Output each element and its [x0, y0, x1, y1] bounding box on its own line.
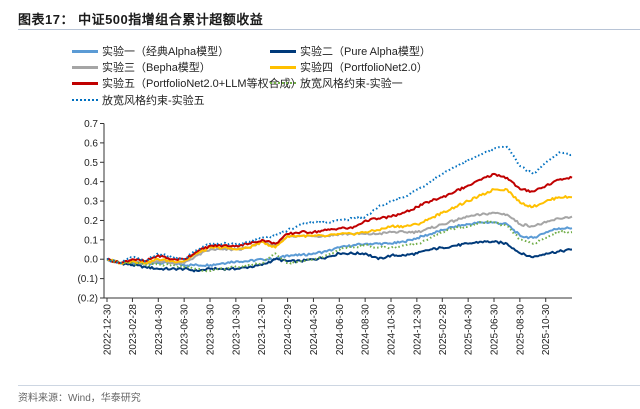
x-tick-label: 2024-04-30	[309, 304, 320, 356]
y-tick-label: 0.3	[84, 197, 98, 208]
x-tick-label: 2023-04-30	[154, 304, 165, 356]
series-line-7	[106, 145, 573, 265]
x-tick-label: 2025-08-30	[515, 304, 526, 356]
y-tick-label: 0.6	[84, 138, 98, 149]
x-tick-label: 2025-04-30	[464, 304, 475, 356]
x-tick-label: 2025-10-30	[541, 304, 552, 356]
x-tick-label: 2025-06-30	[490, 304, 501, 356]
legend-label: 实验五（PortfolioNet2.0+LLM等权合成）	[102, 78, 302, 90]
legend-item: 实验三（Bepha模型）	[72, 59, 211, 75]
legend-swatch	[72, 81, 98, 85]
legend-swatch	[72, 65, 98, 69]
legend-swatch	[72, 49, 98, 53]
legend-swatch	[270, 49, 296, 53]
y-tick-label: (0.1)	[77, 274, 98, 285]
x-tick-label: 2023-02-28	[128, 304, 139, 356]
legend-item: 放宽风格约束-实验一	[270, 75, 403, 91]
x-tick-label: 2024-08-30	[361, 304, 372, 356]
series-line-6	[106, 220, 573, 273]
x-tick-label: 2023-06-30	[180, 304, 191, 356]
title-divider	[18, 29, 640, 30]
series-line-3	[106, 211, 573, 265]
y-tick-label: 0.0	[84, 255, 98, 266]
legend-item: 实验二（Pure Alpha模型）	[270, 43, 431, 59]
legend-item: 实验四（PortfolioNet2.0）	[270, 59, 428, 75]
chart-title: 图表17： 中证500指增组合累计超额收益	[18, 12, 264, 27]
y-tick-label: 0.5	[84, 158, 98, 169]
legend-label: 实验三（Bepha模型）	[102, 62, 211, 74]
y-tick-label: 0.4	[84, 177, 98, 188]
legend-label: 实验四（PortfolioNet2.0）	[300, 62, 428, 74]
x-tick-label: 2024-10-30	[387, 304, 398, 356]
x-tick-label: 2024-06-30	[335, 304, 346, 356]
legend-swatch	[270, 82, 296, 84]
source-note: 资料来源：Wind，华泰研究	[18, 393, 141, 404]
legend-item: 放宽风格约束-实验五	[72, 92, 205, 108]
x-tick-label: 2022-12-30	[103, 304, 114, 356]
series-line-2	[106, 240, 573, 273]
y-tick-label: 0.7	[84, 119, 98, 130]
x-tick-label: 2023-12-30	[257, 304, 268, 356]
legend-label: 实验二（Pure Alpha模型）	[300, 46, 431, 58]
legend-label: 实验一（经典Alpha模型）	[102, 46, 230, 58]
x-tick-label: 2025-02-28	[438, 304, 449, 356]
legend-item: 实验一（经典Alpha模型）	[72, 43, 229, 59]
legend-swatch	[72, 99, 98, 101]
x-tick-label: 2024-02-29	[283, 304, 294, 356]
legend-label: 放宽风格约束-实验一	[300, 78, 403, 90]
x-tick-label: 2024-12-30	[412, 304, 423, 356]
series-line-4	[106, 187, 573, 265]
y-tick-label: 0.1	[84, 235, 98, 246]
y-tick-label: 0.2	[84, 216, 98, 227]
x-tick-label: 2023-10-30	[231, 304, 242, 356]
footer-divider	[18, 385, 640, 386]
x-tick-label: 2023-08-30	[206, 304, 217, 356]
y-tick-label: (0.2)	[77, 294, 98, 305]
legend-label: 放宽风格约束-实验五	[102, 95, 205, 107]
legend-swatch	[270, 65, 296, 69]
legend-item: 实验五（PortfolioNet2.0+LLM等权合成）	[72, 75, 302, 91]
